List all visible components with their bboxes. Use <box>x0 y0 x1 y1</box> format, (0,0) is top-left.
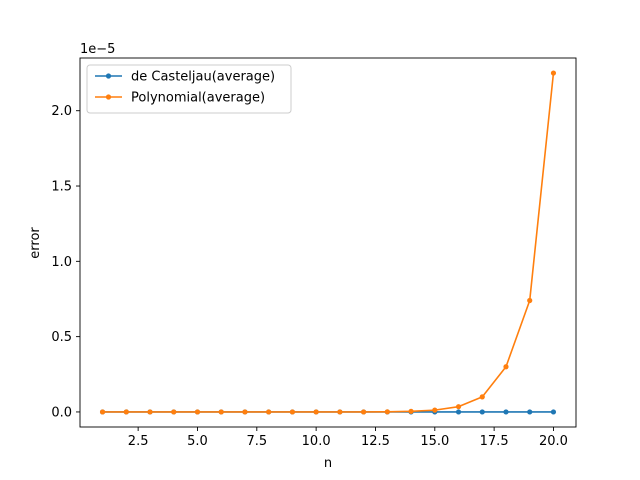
data-point <box>337 409 343 415</box>
data-point <box>479 409 485 415</box>
plot-area <box>99 70 557 415</box>
data-point <box>147 409 153 415</box>
y-tick-label: 0.5 <box>51 330 72 345</box>
data-point <box>455 409 462 415</box>
data-point <box>479 394 485 400</box>
x-tick-label: 10.0 <box>302 434 331 449</box>
y-tick-label: 1.5 <box>51 180 72 195</box>
data-point <box>384 409 390 415</box>
x-axis-label: n <box>324 456 332 471</box>
data-point <box>361 409 367 415</box>
data-point <box>313 409 319 415</box>
data-point <box>408 408 414 414</box>
data-point <box>527 297 533 304</box>
data-point <box>503 409 509 415</box>
x-tick-label: 12.5 <box>361 434 390 449</box>
legend-box <box>86 64 292 114</box>
series-line-1 <box>102 72 555 413</box>
axes: 2.5 5.0 7.5 10.0 12.5 15.0 17.5 20.0 0.0 0.5 1.0 1.… <box>51 57 577 449</box>
legend-entry-label: de Casteljau(average) <box>131 70 275 85</box>
x-tick-label: 5.0 <box>187 434 208 449</box>
data-point <box>194 409 201 415</box>
x-tick-label: 20.0 <box>539 434 568 449</box>
data-point <box>242 409 248 415</box>
data-point <box>432 407 438 413</box>
x-tick-label: 7.5 <box>246 434 267 449</box>
data-point <box>527 409 533 415</box>
y-offset-label: 1e−5 <box>80 42 115 57</box>
x-tick-label: 17.5 <box>480 434 509 449</box>
data-point <box>289 409 295 415</box>
data-point <box>123 409 129 415</box>
data-point <box>503 364 509 370</box>
legend: de Casteljau(average) Polynomial(average) <box>86 64 292 114</box>
legend-swatch-marker <box>105 94 112 100</box>
data-point <box>550 70 557 76</box>
data-point <box>455 404 462 410</box>
legend-entry-label: Polynomial(average) <box>131 91 265 106</box>
y-tick-label: 2.0 <box>51 104 72 119</box>
x-tick-label: 2.5 <box>128 434 149 449</box>
data-point <box>550 409 557 415</box>
data-point <box>218 409 224 415</box>
x-tick-label: 15.0 <box>420 434 449 449</box>
y-axis-label: error <box>28 227 43 259</box>
data-point <box>99 409 106 415</box>
data-point <box>266 409 272 415</box>
data-point <box>171 409 177 415</box>
y-tick-label: 0.0 <box>51 405 72 420</box>
y-tick-label: 1.0 <box>51 255 72 270</box>
axes-frame <box>79 57 577 428</box>
legend-swatch-marker <box>105 73 112 79</box>
